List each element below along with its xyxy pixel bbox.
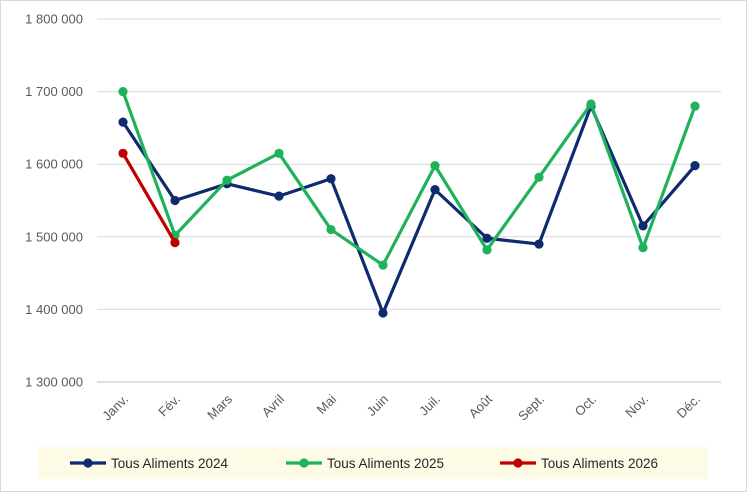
x-tick-label: Mars bbox=[204, 391, 235, 422]
legend-item: Tous Aliments 2024 bbox=[70, 456, 229, 471]
series-line bbox=[121, 89, 697, 267]
x-tick-label: Juin bbox=[364, 392, 391, 419]
y-tick-label: 1 600 000 bbox=[25, 157, 83, 172]
y-tick-label: 1 300 000 bbox=[25, 375, 83, 390]
data-point bbox=[690, 101, 700, 111]
legend-label: Tous Aliments 2025 bbox=[327, 456, 444, 471]
series-lines bbox=[118, 87, 700, 318]
data-point bbox=[326, 224, 336, 235]
data-point bbox=[170, 195, 180, 206]
data-point bbox=[274, 191, 284, 201]
legend: Tous Aliments 2024 Tous Aliments 2025 Tous… bbox=[38, 447, 708, 479]
legend-label: Tous Aliments 2026 bbox=[541, 456, 658, 471]
data-point bbox=[118, 87, 128, 97]
x-tick-label: Mai bbox=[314, 391, 339, 416]
legend-item: Tous Aliments 2026 bbox=[500, 456, 658, 471]
legend-swatch-marker bbox=[83, 458, 93, 468]
data-point bbox=[534, 239, 544, 249]
series-2 bbox=[118, 87, 700, 270]
legend-swatch-marker bbox=[513, 458, 523, 468]
data-point bbox=[118, 148, 128, 158]
gridlines bbox=[97, 18, 721, 310]
data-point bbox=[378, 308, 388, 318]
y-axis-tick-labels: 1 300 000 1 400 000 1 500 000 1 600 000 1 70… bbox=[25, 12, 83, 390]
data-point bbox=[430, 185, 440, 195]
data-point bbox=[170, 238, 180, 248]
x-tick-label: Fév. bbox=[155, 392, 183, 420]
data-point bbox=[482, 245, 492, 255]
x-tick-label: Nov. bbox=[622, 392, 651, 421]
x-tick-label: Juil. bbox=[416, 392, 443, 419]
x-axis-tick-labels: Janv. Fév. Mars Avril Mai Juin Juil. Août Sept. O… bbox=[99, 391, 703, 423]
y-tick-label: 1 800 000 bbox=[25, 12, 83, 27]
y-tick-label: 1 500 000 bbox=[25, 229, 83, 244]
data-point bbox=[690, 161, 700, 171]
data-point bbox=[586, 99, 596, 109]
x-tick-label: Sept. bbox=[515, 392, 547, 424]
data-point bbox=[274, 148, 284, 158]
series-1 bbox=[118, 101, 700, 318]
y-tick-label: 1 400 000 bbox=[25, 302, 83, 317]
x-tick-label: Déc. bbox=[674, 392, 704, 422]
x-tick-label: Oct. bbox=[572, 392, 599, 419]
data-point bbox=[638, 221, 648, 231]
legend-label: Tous Aliments 2024 bbox=[111, 456, 229, 471]
data-point bbox=[482, 233, 492, 243]
x-tick-label: Janv. bbox=[99, 392, 131, 424]
data-point bbox=[378, 260, 388, 270]
data-point bbox=[326, 174, 336, 184]
data-point bbox=[118, 117, 128, 127]
x-tick-label: Avril bbox=[259, 391, 287, 419]
x-tick-label: Août bbox=[466, 391, 496, 421]
data-point bbox=[638, 243, 648, 253]
legend-swatch-marker bbox=[299, 458, 309, 468]
legend-item: Tous Aliments 2025 bbox=[286, 456, 444, 471]
data-point bbox=[534, 172, 544, 182]
series-3 bbox=[118, 148, 180, 248]
data-point bbox=[222, 175, 232, 185]
series-line bbox=[121, 104, 697, 315]
data-point bbox=[430, 161, 440, 171]
y-tick-label: 1 700 000 bbox=[25, 84, 83, 99]
legend-background bbox=[38, 447, 708, 479]
series-line bbox=[121, 151, 177, 245]
